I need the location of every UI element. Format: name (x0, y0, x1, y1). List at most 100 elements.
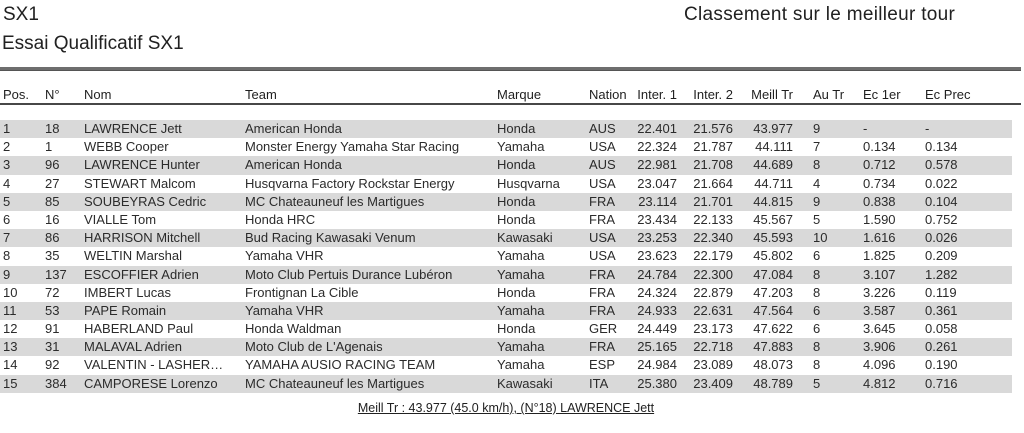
cell-nation: FRA (589, 302, 615, 318)
cell-num: 31 (45, 339, 60, 355)
table-row: 14 92 VALENTIN - LASHER… YAMAHA AUSIO RACIN… (0, 356, 1012, 374)
cell-nation: ESP (589, 357, 616, 373)
cell-meill: 47.564 (753, 302, 793, 318)
table-row: 4 27 STEWART Malcom Husqvarna Factory Rocks… (0, 175, 1012, 193)
cell-autr: 9 (813, 121, 821, 136)
cell-pos: 8 (3, 248, 11, 264)
cell-nom: CAMPORESE Lorenzo (84, 375, 218, 391)
cell-team: Yamaha VHR (245, 248, 324, 264)
cell-nation: USA (589, 175, 616, 191)
cell-autr: 6 (813, 248, 821, 264)
cell-inter1: 24.984 (637, 357, 677, 373)
cell-ecprec: 0.261 (925, 339, 958, 355)
cell-pos: 15 (3, 375, 18, 391)
cell-marque: Yamaha (497, 357, 545, 373)
cell-nom: VIALLE Tom (84, 211, 157, 227)
table-row: 12 91 HABERLAND Paul Honda Waldman Honda GER 2… (0, 320, 1012, 338)
cell-inter1: 22.981 (637, 157, 677, 173)
cell-ec1er: 0.134 (863, 139, 896, 155)
cell-autr: 6 (813, 321, 821, 337)
cell-inter2: 22.718 (693, 339, 733, 355)
cell-marque: Honda (497, 211, 536, 227)
cell-team: Honda HRC (245, 211, 316, 227)
cell-inter2: 21.664 (693, 175, 733, 191)
cell-nation: USA (589, 139, 616, 155)
best-lap-note: Meill Tr : 43.977 (45.0 km/h), (N°18) LA… (357, 401, 655, 415)
cell-inter2: 22.133 (693, 211, 733, 227)
cell-inter2: 22.340 (693, 230, 733, 246)
cell-marque: Kawasaki (497, 230, 553, 246)
cell-pos: 10 (3, 284, 18, 300)
cell-inter2: 22.300 (693, 266, 733, 282)
cell-pos: 3 (3, 157, 11, 173)
cell-marque: Honda (497, 284, 536, 300)
cell-pos: 11 (3, 302, 17, 318)
cell-inter2: 21.787 (693, 139, 733, 155)
cell-ec1er: 3.107 (863, 266, 896, 282)
cell-ec1er: 1.590 (863, 211, 896, 227)
cell-pos: 6 (3, 211, 11, 227)
cell-autr: 8 (813, 357, 821, 373)
cell-nom: PAPE Romain (84, 302, 167, 318)
cell-team: Monster Energy Yamaha Star Racing (245, 139, 460, 155)
cell-team: Frontignan La Cible (245, 284, 359, 300)
table-row: 6 16 VIALLE Tom Honda HRC Honda FRA 23.434 22.1… (0, 211, 1012, 229)
cell-ec1er: 3.906 (863, 339, 896, 355)
cell-nation: GER (589, 321, 618, 337)
cell-inter2: 21.576 (693, 121, 733, 136)
cell-autr: 8 (813, 339, 821, 355)
cell-nom: VALENTIN - LASHER… (84, 357, 224, 373)
cell-autr: 5 (813, 375, 821, 391)
cell-meill: 44.815 (753, 193, 793, 209)
cell-num: 35 (45, 248, 60, 264)
cell-autr: 5 (813, 211, 821, 227)
header-cell-num: N° (45, 87, 60, 102)
cell-meill: 45.567 (753, 211, 793, 227)
cell-marque: Yamaha (497, 266, 545, 282)
cell-pos: 14 (3, 357, 18, 373)
cell-meill: 45.593 (753, 230, 793, 246)
cell-nation: FRA (589, 284, 615, 300)
cell-meill: 44.689 (753, 157, 793, 173)
cell-num: 85 (45, 193, 60, 209)
cell-ec1er: 3.645 (863, 321, 896, 337)
cell-nom: SOUBEYRAS Cedric (84, 193, 207, 209)
cell-num: 86 (45, 230, 60, 246)
cell-team: Moto Club Pertuis Durance Lubéron (245, 266, 453, 282)
cell-team: Husqvarna Factory Rockstar Energy (245, 175, 455, 191)
cell-team: YAMAHA AUSIO RACING TEAM (245, 357, 436, 373)
cell-ec1er: 0.712 (863, 157, 896, 173)
cell-marque: Honda (497, 193, 536, 209)
cell-inter1: 23.253 (637, 230, 677, 246)
cell-marque: Yamaha (497, 248, 545, 264)
cell-nation: AUS (589, 157, 616, 173)
cell-inter2: 23.173 (693, 321, 733, 337)
header-cell-meill: Meill Tr (751, 87, 793, 102)
cell-inter2: 22.879 (693, 284, 733, 300)
cell-ecprec: 0.119 (925, 284, 957, 300)
header-cell-pos: Pos. (3, 87, 30, 102)
cell-autr: 10 (813, 230, 828, 246)
cell-ec1er: 3.226 (863, 284, 896, 300)
cell-ecprec: 0.752 (925, 211, 958, 227)
cell-num: 53 (45, 302, 60, 318)
cell-autr: 8 (813, 266, 821, 282)
table-row: 11 53 PAPE Romain Yamaha VHR Yamaha FRA 24.933… (0, 301, 1012, 321)
cell-num: 27 (45, 175, 60, 191)
cell-team: American Honda (245, 157, 342, 173)
cell-ec1er: 4.096 (863, 357, 896, 373)
cell-pos: 12 (3, 321, 18, 337)
header-cell-team: Team (245, 87, 277, 102)
session-title: Essai Qualificatif SX1 (2, 33, 184, 54)
cell-nation: USA (589, 230, 616, 246)
table-row: 5 85 SOUBEYRAS Cedric MC Chateauneuf les Ma… (0, 192, 1012, 211)
cell-team: Honda Waldman (245, 321, 342, 337)
cell-ecprec: 0.022 (925, 175, 958, 191)
cell-team: MC Chateauneuf les Martigues (245, 375, 425, 391)
category-title: SX1 (3, 4, 39, 25)
cell-meill: 47.203 (753, 284, 793, 300)
header-cell-nation: Nation (589, 87, 627, 102)
cell-nom: HABERLAND Paul (84, 321, 194, 337)
cell-nom: LAWRENCE Hunter (84, 157, 200, 173)
cell-meill: 47.084 (753, 266, 793, 282)
